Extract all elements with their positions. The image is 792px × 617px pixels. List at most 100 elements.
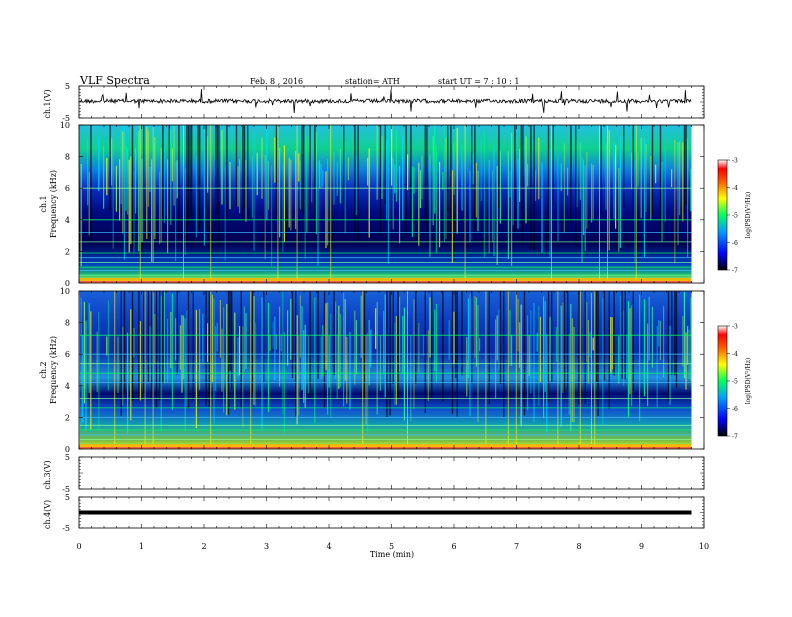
spectrogram-streak bbox=[469, 170, 471, 243]
spectrogram-streak bbox=[549, 316, 551, 381]
spectrogram-streak bbox=[453, 311, 455, 365]
spectrogram-dark-streak bbox=[685, 125, 687, 205]
spectrogram-streak bbox=[314, 297, 316, 423]
spectrogram-dark-streak bbox=[603, 291, 606, 381]
spectrogram-streak bbox=[296, 315, 298, 425]
spectrogram-streak bbox=[96, 331, 98, 392]
spectrogram-streak bbox=[685, 332, 687, 390]
frequency-axis-label: Frequency (kHz) bbox=[49, 170, 58, 238]
spectrogram-streak bbox=[413, 167, 415, 194]
spectrogram-streak bbox=[498, 309, 500, 371]
spectrogram-dark-streak bbox=[442, 291, 444, 402]
spectrogram-streak bbox=[87, 138, 89, 206]
frequency-axis-label: Frequency (kHz) bbox=[49, 336, 58, 404]
spectrogram-streak bbox=[346, 336, 348, 404]
spectrogram-streak bbox=[439, 162, 441, 248]
spectrogram-dark-streak bbox=[120, 291, 122, 416]
spectrogram-burst bbox=[250, 291, 252, 449]
spectrogram-dark-streak bbox=[551, 291, 553, 382]
spectrogram-dark-streak bbox=[263, 291, 265, 382]
spectrogram-streak bbox=[339, 149, 341, 204]
spectrogram-streak bbox=[307, 336, 309, 394]
spectrogram-streak bbox=[410, 335, 412, 422]
spectrogram-dark-streak bbox=[405, 125, 407, 234]
y-tick-label: 10 bbox=[60, 121, 70, 130]
spectrogram-streak bbox=[234, 312, 236, 410]
colorbar-tick-label: -5 bbox=[732, 379, 738, 386]
spectrogram-streak bbox=[283, 145, 285, 242]
spectrogram-streak bbox=[434, 126, 436, 214]
spectrogram-dark-streak bbox=[379, 125, 382, 235]
spectrogram-burst bbox=[551, 125, 552, 283]
spectrogram-streak bbox=[151, 159, 153, 262]
spectrogram-streak bbox=[386, 140, 388, 220]
spectrogram-streak bbox=[664, 146, 666, 222]
spectrogram-streak bbox=[387, 128, 389, 264]
y-tick-label: 8 bbox=[65, 153, 70, 162]
spectrogram-dark-streak bbox=[192, 291, 194, 401]
spectrogram-streak bbox=[528, 334, 530, 376]
spectrogram-dark-streak bbox=[613, 291, 615, 376]
spectrogram-dark-streak bbox=[235, 125, 238, 206]
x-tick-label: 7 bbox=[514, 542, 519, 551]
spectrogram-streak bbox=[687, 326, 689, 365]
spectrogram-streak bbox=[282, 291, 284, 414]
spectrogram-streak bbox=[123, 125, 125, 260]
y-axis-label: ch.4(V) bbox=[43, 500, 52, 529]
spectrogram-streak bbox=[448, 320, 450, 360]
spectrogram-dark-streak bbox=[242, 125, 244, 222]
spectrogram-dark-streak bbox=[575, 125, 577, 244]
spectrogram-streak bbox=[243, 306, 245, 372]
spectrogram-burst bbox=[557, 291, 559, 449]
spectrogram-dark-streak bbox=[197, 125, 199, 229]
spectrogram-dark-streak bbox=[523, 291, 526, 416]
spectrogram-streak bbox=[170, 311, 172, 369]
spectrogram-streak bbox=[339, 314, 341, 387]
spectrogram-streak bbox=[130, 309, 132, 421]
spectrogram-dark-streak bbox=[424, 125, 426, 225]
spectrogram-streak bbox=[251, 155, 253, 218]
spectrogram-streak bbox=[418, 322, 420, 373]
y-tick-label: -5 bbox=[62, 485, 70, 494]
spectrogram-streak bbox=[613, 142, 615, 219]
spectrogram-streak bbox=[535, 170, 537, 201]
spectrogram-streak bbox=[98, 137, 100, 191]
spectrogram-streak bbox=[391, 125, 393, 186]
spectrogram-dark-streak bbox=[450, 125, 452, 244]
spectrogram-streak bbox=[253, 132, 255, 251]
spectrogram-streak bbox=[367, 157, 369, 186]
spectrogram-streak bbox=[175, 161, 177, 262]
spectrogram-dark-streak bbox=[90, 125, 92, 243]
colorbar-tick-label: -3 bbox=[732, 324, 738, 331]
spectrogram-streak bbox=[429, 297, 431, 358]
spectrogram-streak bbox=[488, 159, 490, 254]
spectrogram-streak bbox=[555, 327, 557, 362]
spectrogram-streak bbox=[183, 315, 185, 380]
panel-frame bbox=[78, 456, 705, 490]
spectrogram-dark-streak bbox=[578, 291, 580, 405]
spectrogram-burst bbox=[591, 291, 592, 449]
spectrogram-dark-streak bbox=[291, 291, 294, 379]
spectrogram-streak bbox=[661, 162, 663, 242]
spectrogram-streak bbox=[320, 164, 322, 189]
spectrogram-streak bbox=[402, 315, 404, 374]
spectrogram-streak bbox=[120, 130, 122, 204]
spectrogram-streak bbox=[336, 162, 338, 196]
spectrogram-streak bbox=[344, 142, 346, 234]
spectrogram-dark-streak bbox=[623, 125, 625, 208]
spectrogram-dark-streak bbox=[109, 125, 111, 211]
colorbar-tick-label: -6 bbox=[732, 240, 738, 247]
spectrogram-streak bbox=[242, 326, 244, 428]
spectrogram-dark-streak bbox=[143, 125, 145, 218]
spectrogram-streak bbox=[303, 330, 305, 404]
spectrogram-dark-streak bbox=[499, 291, 502, 384]
spectrogram-streak bbox=[421, 155, 423, 200]
x-tick-label: 6 bbox=[451, 542, 456, 551]
spectrogram-dark-streak bbox=[205, 291, 207, 406]
spectrogram-streak bbox=[213, 298, 215, 424]
spectrogram-streak bbox=[207, 323, 209, 362]
x-tick-label: 2 bbox=[201, 542, 206, 551]
y-tick-label: 0 bbox=[65, 279, 70, 288]
spectrogram-dark-streak bbox=[295, 291, 297, 417]
